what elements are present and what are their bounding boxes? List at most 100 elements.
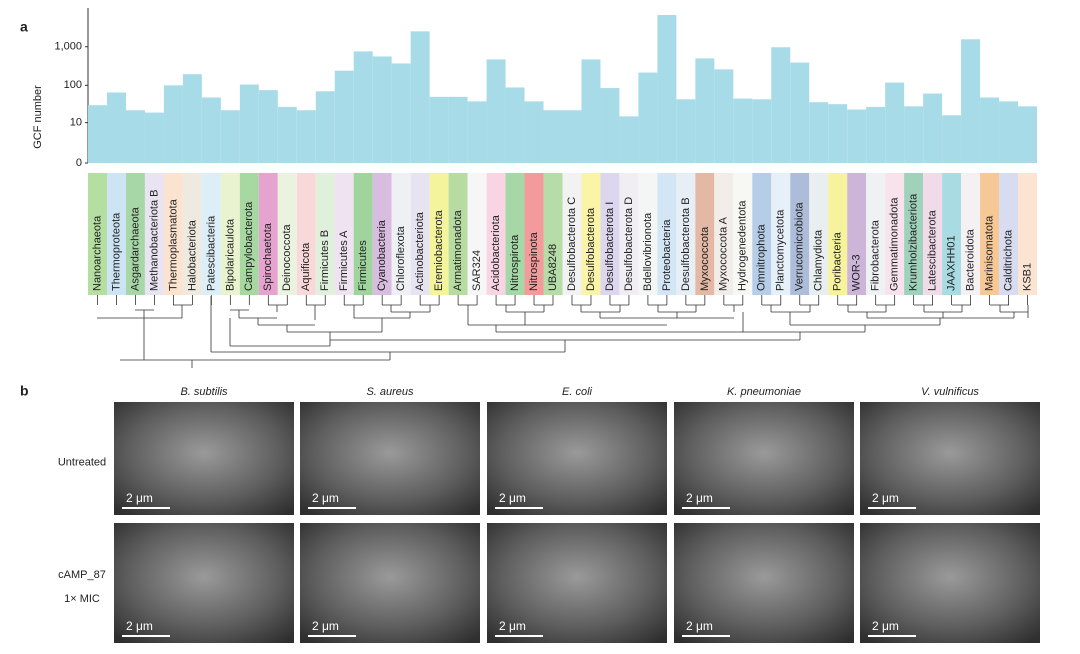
bar	[391, 63, 411, 163]
bar	[942, 115, 962, 163]
bar	[429, 96, 449, 163]
label-box	[562, 173, 582, 295]
category-label: Acidobacteriota	[490, 214, 502, 291]
category-label: Desulfobacterota D	[623, 197, 635, 291]
category-label: Chlamydiota	[813, 229, 825, 291]
bar	[486, 59, 506, 163]
category-label: JAAXHH01	[945, 235, 957, 291]
category-label: Bipolaricaulota	[224, 218, 236, 291]
label-box	[714, 173, 734, 295]
category-label: Thermoproteota	[110, 212, 122, 291]
category-label: Patescibacteria	[205, 215, 217, 291]
bar	[885, 82, 905, 163]
bar	[296, 110, 316, 163]
category-label: Nanoarchaeota	[91, 215, 103, 291]
bar	[999, 101, 1019, 163]
label-box	[106, 173, 126, 295]
label-box	[828, 173, 848, 295]
label-box	[334, 173, 354, 295]
column-title: S. aureus	[366, 386, 414, 398]
column-title: K. pneumoniae	[727, 386, 801, 398]
bar	[505, 87, 525, 163]
category-label: Marinisomatota	[983, 215, 995, 291]
label-box	[866, 173, 886, 295]
bar	[220, 110, 240, 163]
label-box	[771, 173, 791, 295]
category-label: Eremiobacterota	[433, 209, 445, 291]
category-label: Krumholzibacteriota	[908, 193, 920, 291]
label-box	[638, 173, 658, 295]
row-label: cAMP_87	[58, 569, 106, 581]
label-box	[467, 173, 487, 295]
category-label: Nitrospirota	[509, 234, 521, 291]
category-label: Firmicutes B	[319, 230, 331, 291]
bar	[106, 92, 126, 163]
y-tick-label: 0	[76, 157, 82, 169]
bar	[923, 93, 943, 163]
label-box	[296, 173, 316, 295]
bar	[372, 56, 392, 163]
y-tick-label: 10	[70, 117, 82, 129]
bar	[1018, 106, 1037, 163]
bar	[182, 74, 202, 163]
bar	[828, 104, 848, 163]
category-label: Firmicutes	[357, 240, 369, 291]
category-label: Chloroflexota	[395, 225, 407, 291]
category-label: Bdellovibrionota	[642, 212, 654, 291]
category-label: Gemmatimonadota	[889, 197, 901, 291]
column-title: V. vulnificus	[921, 386, 979, 398]
category-label: UBA8248	[547, 244, 559, 291]
category-label: Deinococcota	[281, 223, 293, 291]
dendrogram	[97, 296, 1029, 368]
category-label: KSB1	[1021, 263, 1033, 291]
bar	[258, 90, 278, 163]
category-label: Desulfobacterota	[585, 207, 597, 291]
category-label: Campylobacterota	[243, 201, 255, 291]
micrograph	[114, 523, 294, 643]
bar	[467, 101, 487, 163]
bar	[619, 116, 639, 163]
category-label: Desulfobacterota I	[604, 202, 616, 291]
micrograph	[860, 523, 1040, 643]
label-box	[182, 173, 202, 295]
category-label: Actinobacteriota	[414, 211, 426, 291]
bar	[733, 98, 753, 163]
category-label: Spirochaetota	[262, 222, 274, 291]
bar	[144, 112, 164, 163]
label-box	[448, 173, 468, 295]
bar	[88, 105, 107, 163]
scale-bar-label: 2 μm	[499, 619, 526, 633]
category-label: Myxococcota A	[718, 216, 730, 291]
micrograph	[860, 402, 1040, 515]
bar	[600, 88, 620, 163]
column-title: B. subtilis	[180, 386, 228, 398]
bar	[125, 110, 145, 163]
bar	[543, 110, 563, 163]
label-box	[600, 173, 620, 295]
bar	[562, 110, 582, 163]
category-label: Armatimonadota	[452, 209, 464, 291]
label-box	[125, 173, 145, 295]
micrograph	[300, 402, 480, 515]
y-tick-label: 1,000	[54, 41, 82, 53]
bar	[201, 97, 221, 163]
column-title: E. coli	[562, 386, 593, 398]
label-box	[239, 173, 259, 295]
label-box	[220, 173, 240, 295]
category-label: Desulfobacterota C	[566, 197, 578, 291]
bar	[334, 70, 354, 163]
scale-bar-label: 2 μm	[126, 619, 153, 633]
label-box	[790, 173, 810, 295]
scale-bar-label: 2 μm	[872, 491, 899, 505]
label-box	[429, 173, 449, 295]
scale-bar-label: 2 μm	[686, 491, 713, 505]
category-label: Bacteroidota	[964, 228, 976, 291]
panel-label: a	[20, 19, 28, 35]
micrograph	[114, 402, 294, 515]
y-tick-label: 100	[64, 79, 82, 91]
label-box	[486, 173, 506, 295]
category-label: Fibrobacterota	[870, 219, 882, 291]
bar	[410, 31, 430, 163]
label-box	[277, 173, 297, 295]
label-box	[315, 173, 335, 295]
